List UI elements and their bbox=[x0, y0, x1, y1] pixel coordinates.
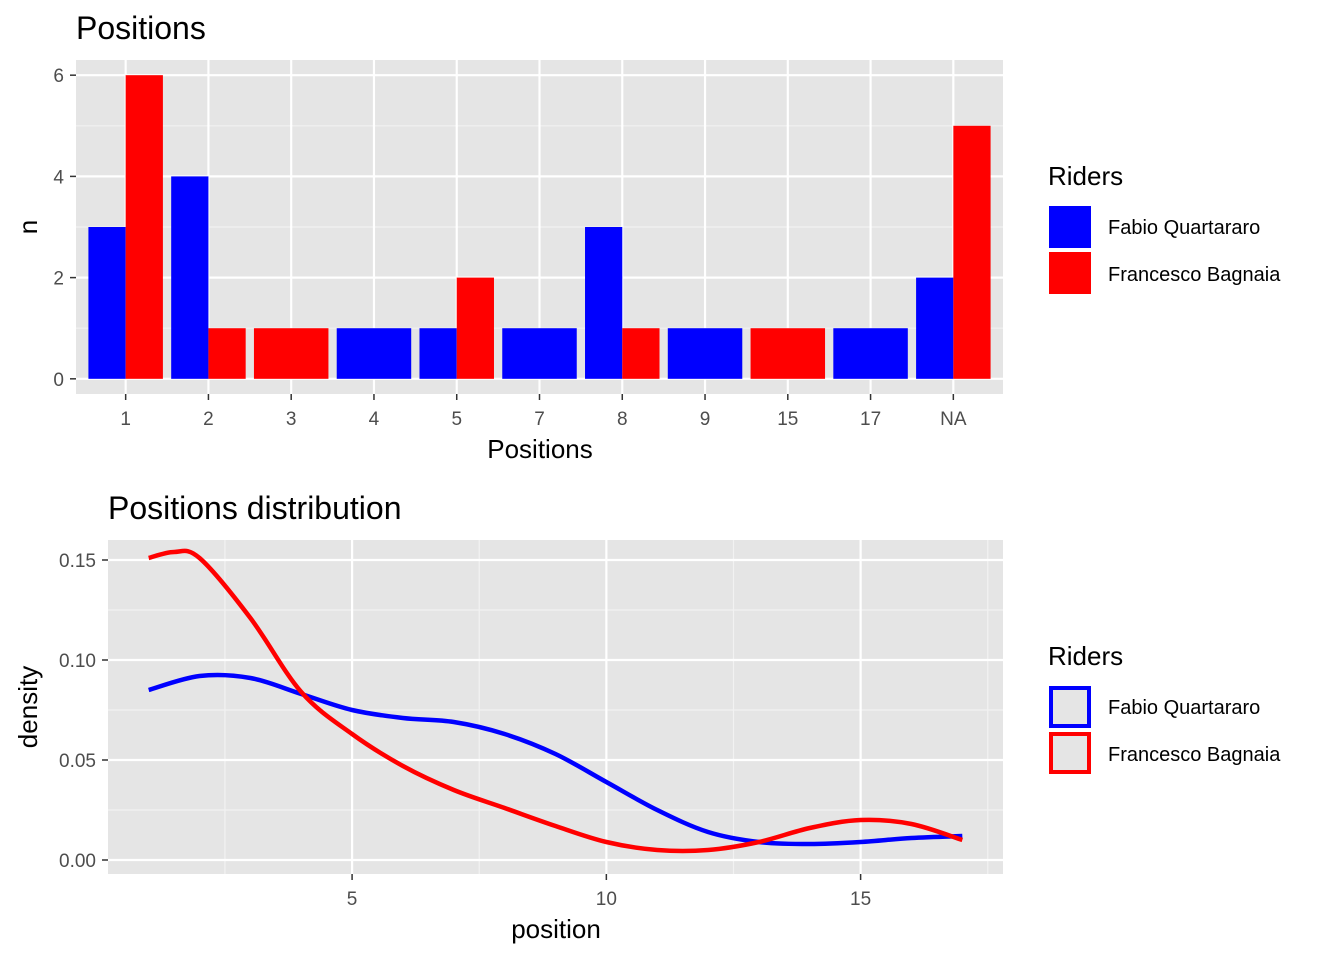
density-chart-grid bbox=[108, 540, 1003, 874]
bar bbox=[336, 328, 412, 379]
density-x-tick-label: 10 bbox=[596, 889, 617, 910]
bar-x-tick-label: 1 bbox=[120, 409, 131, 430]
bar-chart-title: Positions bbox=[76, 10, 206, 46]
density-legend-label-fabio: Fabio Quartararo bbox=[1108, 697, 1260, 719]
bar-chart-y-label: n bbox=[13, 220, 43, 234]
density-chart-lines bbox=[148, 548, 964, 854]
density-y-tick-label: 0.05 bbox=[59, 751, 96, 772]
density-chart: Positions distribution 0.000.050.100.15 … bbox=[13, 490, 1281, 944]
density-y-tick-label: 0.10 bbox=[59, 651, 96, 672]
bar bbox=[622, 328, 660, 379]
density-x-tick-label: 5 bbox=[347, 889, 358, 910]
bar-x-tick-label: 2 bbox=[203, 409, 214, 430]
bar-chart-x-axis: 1 2 3 4 5 7 8 9 15 17 NA bbox=[120, 394, 967, 430]
density-line-fabio bbox=[148, 672, 963, 847]
bar bbox=[750, 328, 826, 379]
bar-legend-key-francesco bbox=[1049, 252, 1091, 294]
bar-chart-x-label: Positions bbox=[487, 434, 593, 464]
density-y-tick-label: 0.00 bbox=[59, 851, 96, 872]
bar-x-tick-label: 9 bbox=[700, 409, 711, 430]
density-chart-y-label: density bbox=[13, 666, 43, 748]
bar-legend-key-fabio bbox=[1049, 206, 1091, 248]
bar bbox=[171, 176, 209, 379]
density-chart-y-axis: 0.00 0.05 0.10 0.15 bbox=[59, 551, 108, 872]
bar bbox=[833, 328, 908, 379]
bar-x-tick-label: 8 bbox=[617, 409, 628, 430]
bar-y-tick-label: 6 bbox=[53, 66, 64, 87]
bar bbox=[502, 328, 577, 379]
bar-legend-label-francesco: Francesco Bagnaia bbox=[1108, 264, 1281, 286]
bar-x-tick-label: 4 bbox=[369, 409, 380, 430]
bar-chart-legend: Riders Fabio Quartararo Francesco Bagnai… bbox=[1048, 161, 1281, 294]
bar bbox=[667, 328, 743, 379]
bar bbox=[125, 75, 163, 379]
density-chart-x-label: position bbox=[511, 914, 601, 944]
bar bbox=[419, 328, 457, 379]
bar bbox=[456, 277, 494, 379]
bar-x-tick-label: 7 bbox=[534, 409, 545, 430]
bar-y-tick-label: 2 bbox=[53, 269, 64, 290]
density-chart-legend: Riders Fabio Quartararo Francesco Bagnai… bbox=[1048, 641, 1281, 774]
density-y-tick-label: 0.15 bbox=[59, 551, 96, 572]
bar bbox=[916, 277, 954, 379]
density-chart-x-axis: 5 10 15 bbox=[347, 874, 871, 910]
bar-x-tick-label: 15 bbox=[777, 409, 798, 430]
bar-chart-bars bbox=[88, 75, 991, 379]
bar bbox=[953, 125, 991, 379]
density-legend-key-fabio bbox=[1049, 686, 1091, 728]
bar bbox=[88, 227, 126, 379]
bar-chart-y-axis: 0 2 4 6 bbox=[53, 66, 76, 391]
bar-legend-title: Riders bbox=[1048, 161, 1123, 191]
density-chart-title: Positions distribution bbox=[108, 490, 401, 526]
density-x-tick-label: 15 bbox=[850, 889, 871, 910]
density-legend-label-francesco: Francesco Bagnaia bbox=[1108, 744, 1281, 766]
bar bbox=[208, 328, 246, 379]
bar bbox=[585, 227, 623, 379]
density-legend-title: Riders bbox=[1048, 641, 1123, 671]
density-legend-key-francesco bbox=[1049, 732, 1091, 774]
bar-x-tick-label: 3 bbox=[286, 409, 297, 430]
bar bbox=[253, 328, 329, 379]
density-line-francesco bbox=[148, 548, 964, 854]
bar-x-tick-label: 17 bbox=[860, 409, 881, 430]
bar-x-tick-label: NA bbox=[940, 409, 967, 430]
bar-y-tick-label: 0 bbox=[53, 370, 64, 391]
bar-x-tick-label: 5 bbox=[451, 409, 462, 430]
bar-legend-label-fabio: Fabio Quartararo bbox=[1108, 217, 1260, 239]
bar-y-tick-label: 4 bbox=[53, 167, 64, 188]
